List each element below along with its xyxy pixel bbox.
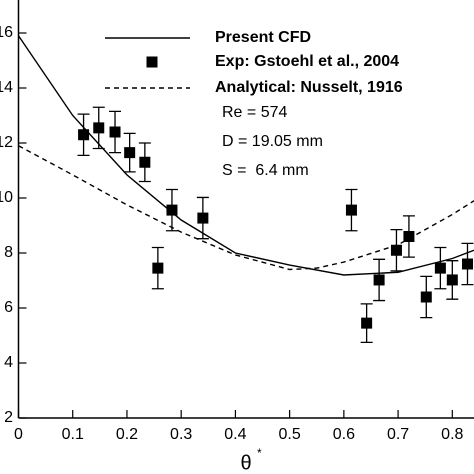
data-point [109,126,121,138]
x-axis-label-superscript: * [257,446,262,460]
x-tick-label: 0.4 [224,426,246,443]
data-point [152,262,164,274]
y-tick-label: 14 [0,79,13,96]
y-tick-label: 10 [0,189,13,206]
x-tick-label: 0.1 [62,426,84,443]
data-point [197,212,209,224]
series-line [17,35,474,276]
x-tick-label: 0.3 [170,426,192,443]
x-tick-label: 0.5 [279,426,301,443]
y-tick-label: 16 [0,24,13,41]
y-tick-label: 4 [4,354,13,371]
x-tick-label: 0.6 [333,426,355,443]
data-point [345,204,357,216]
data-point [446,274,458,286]
x-axis-label: θ [240,452,251,474]
data-point [139,156,151,168]
annotation: S = 6.4 mm [222,162,309,179]
annotation: D = 19.05 mm [222,133,323,150]
x-tick-label: 0 [14,426,23,443]
annotation: Re = 574 [222,104,287,121]
data-point [166,204,178,216]
legend-marker [146,56,158,68]
legend-label: Exp: Gstoehl et al., 2004 [215,53,399,70]
y-tick-label: 6 [4,299,13,316]
x-tick-label: 0.7 [387,426,409,443]
x-tick-label: 0.2 [116,426,138,443]
data-point [390,244,402,256]
legend-label: Present CFD [215,29,311,46]
data-point [124,147,136,159]
data-point [93,122,105,134]
data-point [434,262,446,274]
data-point [361,317,373,329]
data-point [373,274,385,286]
x-tick-label: 0.8 [441,426,463,443]
series-line [18,145,474,271]
data-point [420,291,432,303]
y-tick-label: 2 [4,409,13,426]
y-tick-label: 12 [0,134,13,151]
legend-label: Analytical: Nusselt, 1916 [215,79,403,96]
data-point [78,129,90,141]
data-point [461,258,473,270]
y-tick-label: 8 [4,244,13,261]
data-point [403,231,415,242]
